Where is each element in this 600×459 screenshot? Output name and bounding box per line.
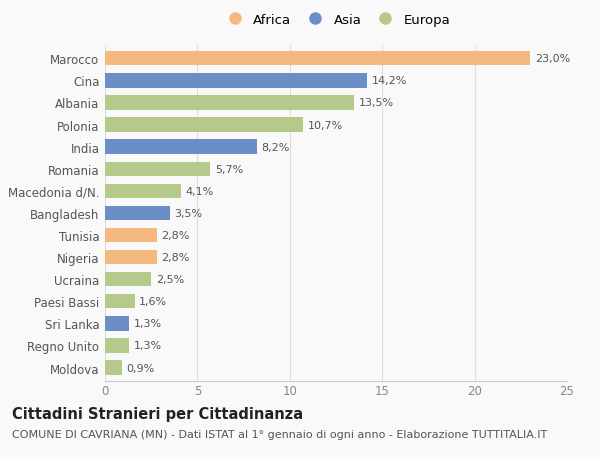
- Text: 5,7%: 5,7%: [215, 164, 243, 174]
- Bar: [105, 228, 157, 243]
- Legend: Africa, Asia, Europa: Africa, Asia, Europa: [221, 14, 451, 27]
- Text: Cittadini Stranieri per Cittadinanza: Cittadini Stranieri per Cittadinanza: [12, 406, 303, 421]
- Text: 2,8%: 2,8%: [161, 230, 190, 241]
- Bar: [105, 272, 151, 287]
- Bar: [105, 294, 134, 309]
- Bar: [105, 140, 257, 155]
- Text: 3,5%: 3,5%: [175, 208, 202, 218]
- Text: 14,2%: 14,2%: [372, 76, 407, 86]
- Text: 2,8%: 2,8%: [161, 252, 190, 263]
- Text: COMUNE DI CAVRIANA (MN) - Dati ISTAT al 1° gennaio di ogni anno - Elaborazione T: COMUNE DI CAVRIANA (MN) - Dati ISTAT al …: [12, 429, 547, 439]
- Text: 2,5%: 2,5%: [156, 274, 184, 285]
- Bar: [105, 96, 355, 110]
- Text: 1,3%: 1,3%: [134, 319, 162, 329]
- Text: 23,0%: 23,0%: [535, 54, 570, 64]
- Bar: [105, 361, 122, 375]
- Bar: [105, 52, 530, 66]
- Text: 10,7%: 10,7%: [307, 120, 343, 130]
- Bar: [105, 74, 367, 88]
- Bar: [105, 250, 157, 265]
- Bar: [105, 162, 211, 177]
- Bar: [105, 206, 170, 221]
- Text: 1,6%: 1,6%: [139, 297, 167, 307]
- Bar: [105, 184, 181, 199]
- Bar: [105, 339, 129, 353]
- Text: 13,5%: 13,5%: [359, 98, 394, 108]
- Text: 1,3%: 1,3%: [134, 341, 162, 351]
- Text: 8,2%: 8,2%: [261, 142, 290, 152]
- Text: 0,9%: 0,9%: [126, 363, 155, 373]
- Text: 4,1%: 4,1%: [185, 186, 214, 196]
- Bar: [105, 317, 129, 331]
- Bar: [105, 118, 303, 133]
